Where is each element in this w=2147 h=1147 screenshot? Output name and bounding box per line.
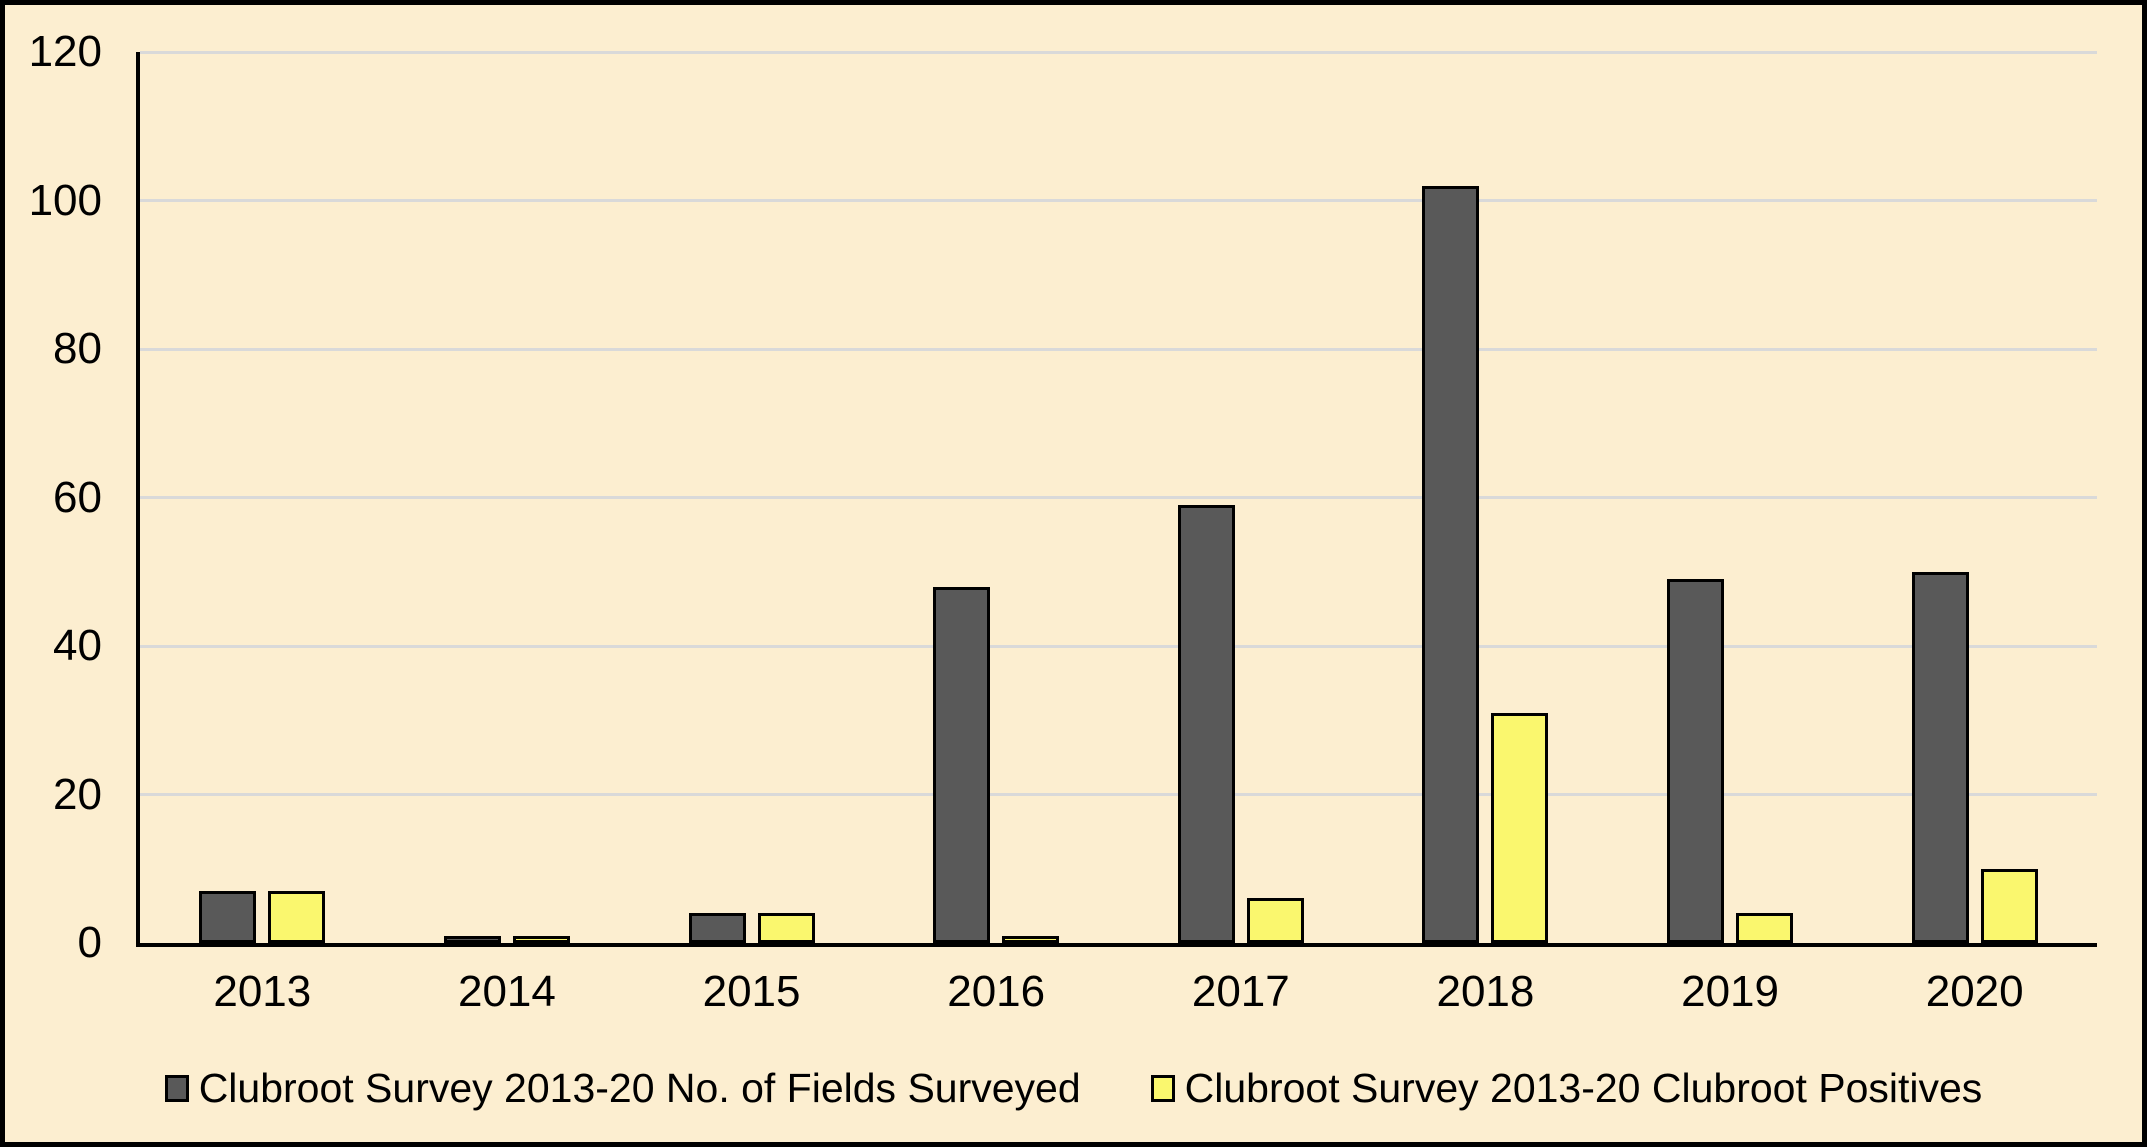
y-axis-line bbox=[136, 52, 140, 947]
x-tick-label-2015: 2015 bbox=[702, 967, 801, 1016]
legend: Clubroot Survey 2013-20 No. of Fields Su… bbox=[5, 1060, 2142, 1116]
bar-series1-2020 bbox=[1980, 868, 2038, 943]
gridline-y-60 bbox=[140, 496, 2097, 499]
x-tick-label-2017: 2017 bbox=[1191, 967, 1290, 1016]
gridline-y-20 bbox=[140, 793, 2097, 796]
bar-series0-2018 bbox=[1422, 185, 1480, 943]
bar-series1-2013 bbox=[268, 891, 326, 943]
bar-series0-2014 bbox=[443, 935, 501, 943]
y-tick-label-80: 80 bbox=[53, 324, 102, 373]
legend-item-series0: Clubroot Survey 2013-20 No. of Fields Su… bbox=[164, 1064, 1081, 1112]
x-axis-line bbox=[136, 943, 2097, 947]
bar-series0-2016 bbox=[933, 586, 991, 943]
bar-series0-2017 bbox=[1177, 504, 1235, 943]
legend-swatch-series1 bbox=[1150, 1074, 1175, 1102]
gridline-y-40 bbox=[140, 644, 2097, 648]
y-tick-label-40: 40 bbox=[53, 621, 102, 670]
x-tick-label-2019: 2019 bbox=[1681, 967, 1779, 1016]
legend-swatch-series0 bbox=[164, 1074, 189, 1102]
bar-series1-2018 bbox=[1491, 712, 1549, 943]
bar-series0-2013 bbox=[199, 891, 257, 943]
bar-series1-2019 bbox=[1736, 913, 1794, 943]
legend-label-series0: Clubroot Survey 2013-20 No. of Fields Su… bbox=[198, 1064, 1081, 1111]
bar-series1-2014 bbox=[512, 935, 570, 943]
bar-series0-2015 bbox=[688, 913, 746, 943]
legend-label-series1: Clubroot Survey 2013-20 Clubroot Positiv… bbox=[1184, 1064, 1983, 1111]
gridline-y-80 bbox=[140, 347, 2097, 351]
x-tick-label-2013: 2013 bbox=[213, 967, 312, 1016]
bar-series0-2020 bbox=[1911, 571, 1969, 943]
x-tick-label-2020: 2020 bbox=[1925, 967, 2024, 1016]
x-tick-label-2016: 2016 bbox=[947, 967, 1046, 1016]
bar-series1-2016 bbox=[1002, 935, 1060, 943]
bar-series1-2017 bbox=[1246, 898, 1304, 943]
x-tick-label-2014: 2014 bbox=[457, 967, 556, 1016]
y-tick-label-60: 60 bbox=[53, 472, 102, 522]
y-tick-label-120: 120 bbox=[28, 27, 102, 76]
y-tick-label-0: 0 bbox=[77, 918, 102, 967]
y-tick-label-100: 100 bbox=[28, 175, 102, 225]
gridline-y-120 bbox=[140, 50, 2097, 54]
y-tick-label-20: 20 bbox=[53, 769, 102, 819]
bar-series1-2015 bbox=[757, 913, 815, 943]
plot-area bbox=[140, 50, 2097, 943]
bar-series0-2019 bbox=[1667, 579, 1725, 943]
gridline-y-100 bbox=[140, 199, 2097, 202]
x-tick-label-2018: 2018 bbox=[1436, 967, 1535, 1016]
legend-item-series1: Clubroot Survey 2013-20 Clubroot Positiv… bbox=[1150, 1064, 1983, 1112]
